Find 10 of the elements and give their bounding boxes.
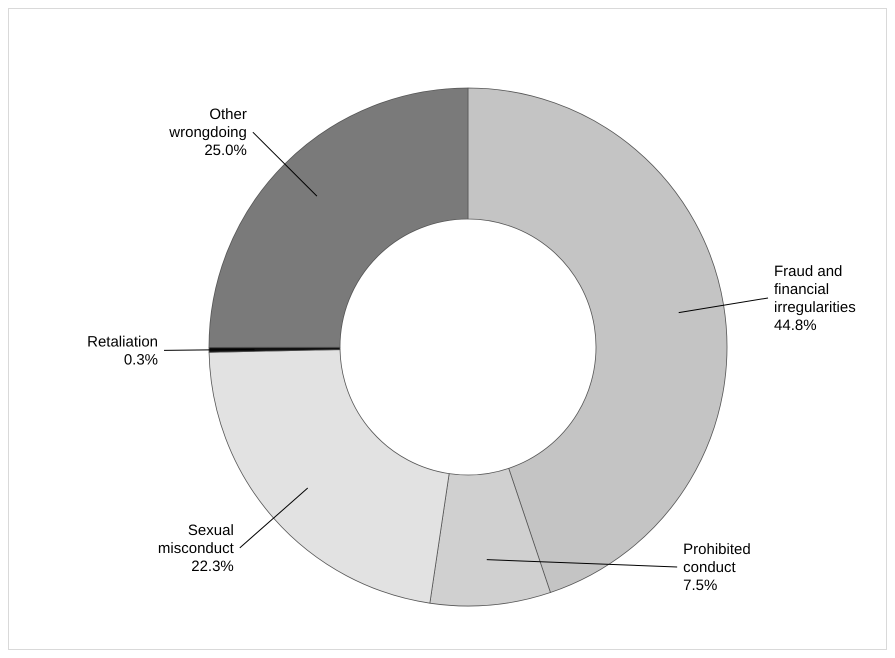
data-label: 22.3%: [191, 558, 234, 575]
slice-label: Fraud and financial irregularities: [774, 262, 856, 316]
slice-label: Other wrongdoing: [168, 106, 247, 142]
data-label: 25.0%: [204, 142, 247, 160]
data-label: 44.8%: [774, 316, 817, 334]
slice-label: Prohibited conduct: [683, 541, 751, 576]
data-label: 7.5%: [683, 577, 718, 594]
data-label: 0.3%: [124, 351, 158, 368]
slice-label: Retaliation: [87, 333, 158, 350]
slice-label: Sexual misconduct: [158, 522, 235, 557]
